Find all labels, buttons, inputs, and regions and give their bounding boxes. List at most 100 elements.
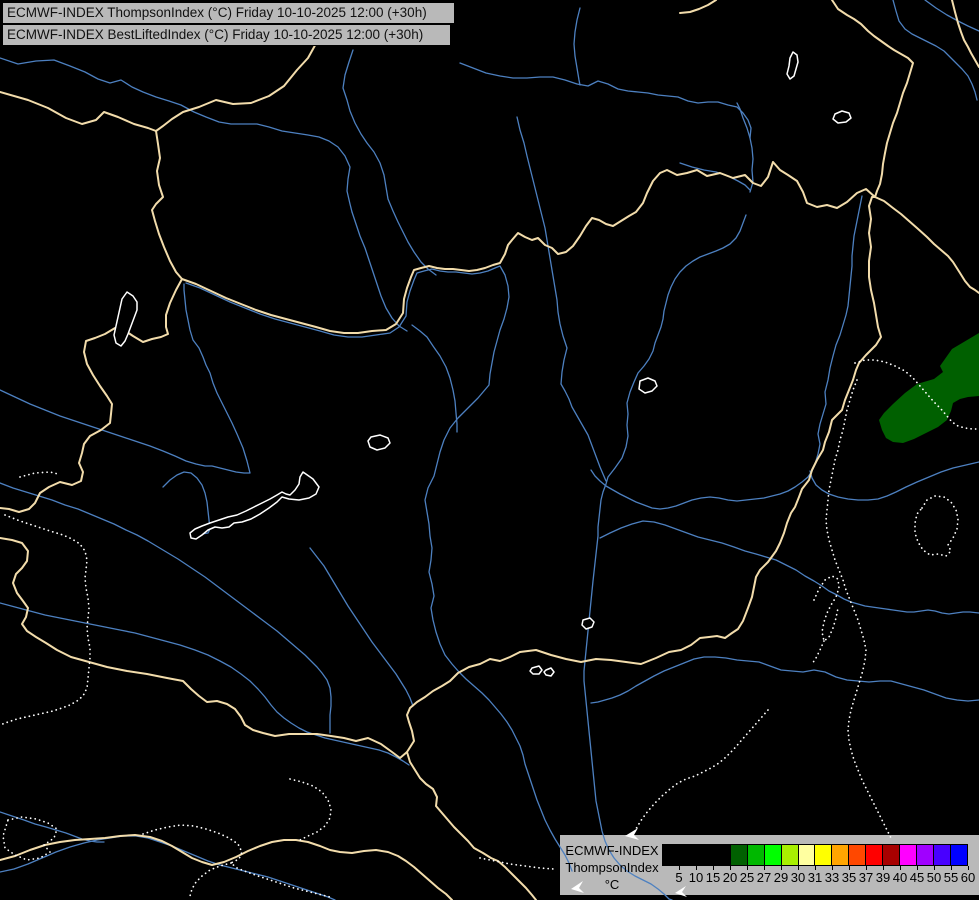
river-path [351, 211, 408, 332]
lake-outline [367, 434, 391, 451]
legend-tick-mark [764, 866, 765, 870]
legend-tick-mark [900, 866, 901, 870]
border-path [874, 196, 979, 294]
legend-tick-mark [883, 866, 884, 870]
legend-tick-label: 33 [824, 870, 840, 885]
legend-color-cell [848, 845, 866, 865]
legend-tick-label: 29 [773, 870, 789, 885]
legend-color-cell [916, 845, 933, 865]
legend-color-cell [882, 845, 900, 865]
legend-tick-mark [713, 866, 714, 870]
dotted-border-path [813, 575, 840, 642]
lake-outline [529, 665, 543, 675]
legend-color-cell [746, 845, 764, 865]
legend-ticks: 5 10 15 20 25 27 29 30 31 33 35 37 39 40 45 50 55 60 [662, 866, 975, 888]
legend-tick-mark [781, 866, 782, 870]
river-path [411, 324, 458, 433]
map-marker [625, 828, 639, 840]
river-path [560, 383, 607, 482]
river-path [0, 811, 105, 843]
legend-color-cell [949, 845, 967, 865]
dotted-border-path [189, 862, 232, 897]
border-path [0, 537, 408, 759]
data-area [879, 333, 979, 443]
legend-color-cell [763, 845, 781, 865]
legend-tick-label: 60 [960, 870, 976, 885]
river-path [590, 195, 863, 510]
legend-tick-mark [679, 866, 680, 870]
dotted-border-path [2, 816, 58, 861]
lake-outline [638, 377, 658, 394]
dotted-border-path [632, 709, 769, 836]
border-path [181, 161, 876, 334]
dotted-border-path [811, 640, 825, 665]
legend-title-index: ThompsonIndex [565, 860, 659, 875]
river-path [809, 461, 979, 501]
legend-tick-label: 50 [926, 870, 942, 885]
dotted-border-path [289, 778, 332, 841]
border-path [951, 0, 979, 68]
legend-tick-label: 45 [909, 870, 925, 885]
legend-color-cell [899, 845, 917, 865]
legend-tick-mark [951, 866, 952, 870]
legend-color-cell [814, 845, 832, 865]
river-path [459, 62, 752, 139]
dotted-border-path [142, 824, 331, 898]
legend-colorbar [662, 844, 968, 866]
lake-outline [113, 291, 138, 347]
river-path [0, 57, 353, 213]
border-path [831, 0, 914, 198]
river-path [590, 656, 979, 704]
map-marker [675, 886, 687, 897]
legend-tick-mark [866, 866, 867, 870]
legend-tick-mark [730, 866, 731, 870]
dotted-border-path [19, 471, 59, 478]
river-path [516, 116, 568, 385]
legend-tick-label: 35 [841, 870, 857, 885]
legend-tick-label: 37 [858, 870, 874, 885]
lake-outline [832, 110, 852, 124]
legend-color-cell [831, 845, 849, 865]
legend-tick-label: 55 [943, 870, 959, 885]
map-marker [571, 881, 584, 893]
legend-color-cell [797, 845, 815, 865]
river-path [0, 482, 332, 734]
border-path [519, 196, 882, 665]
legend-tick-mark [849, 866, 850, 870]
legend-color-cell [695, 845, 713, 865]
legend-tick-label: 25 [739, 870, 755, 885]
dotted-border-path [854, 359, 979, 430]
legend-color-cell [780, 845, 798, 865]
legend-tick-label: 20 [722, 870, 738, 885]
lake-outline [581, 617, 595, 630]
river-path [0, 602, 410, 766]
river-path [583, 214, 747, 900]
border-path [151, 130, 183, 280]
river-path [342, 49, 437, 276]
river-path [0, 835, 336, 900]
header-line-1: ECMWF-INDEX ThompsonIndex (°C) Friday 10… [2, 2, 455, 24]
legend-unit-label: °C [604, 877, 620, 892]
legend-color-cell [729, 845, 747, 865]
legend-tick-label: 40 [892, 870, 908, 885]
river-path [309, 547, 414, 707]
legend-tick-label: 5 [675, 870, 683, 885]
border-path [679, 0, 717, 14]
dotted-border-path [479, 857, 555, 870]
river-path [892, 0, 978, 101]
river-path [924, 0, 979, 32]
lake-outline [543, 667, 555, 677]
border-path [0, 278, 183, 513]
legend-tick-mark [696, 866, 697, 870]
river-path [599, 520, 979, 615]
legend-tick-label: 27 [756, 870, 772, 885]
legend-tick-mark [815, 866, 816, 870]
legend-title-model: ECMWF-INDEX [565, 843, 659, 858]
river-path [736, 102, 754, 193]
legend-tick-label: 39 [875, 870, 891, 885]
legend-color-cell [865, 845, 883, 865]
border-path [155, 39, 319, 132]
dotted-border-path [825, 379, 892, 839]
legend-tick-mark [968, 866, 969, 870]
